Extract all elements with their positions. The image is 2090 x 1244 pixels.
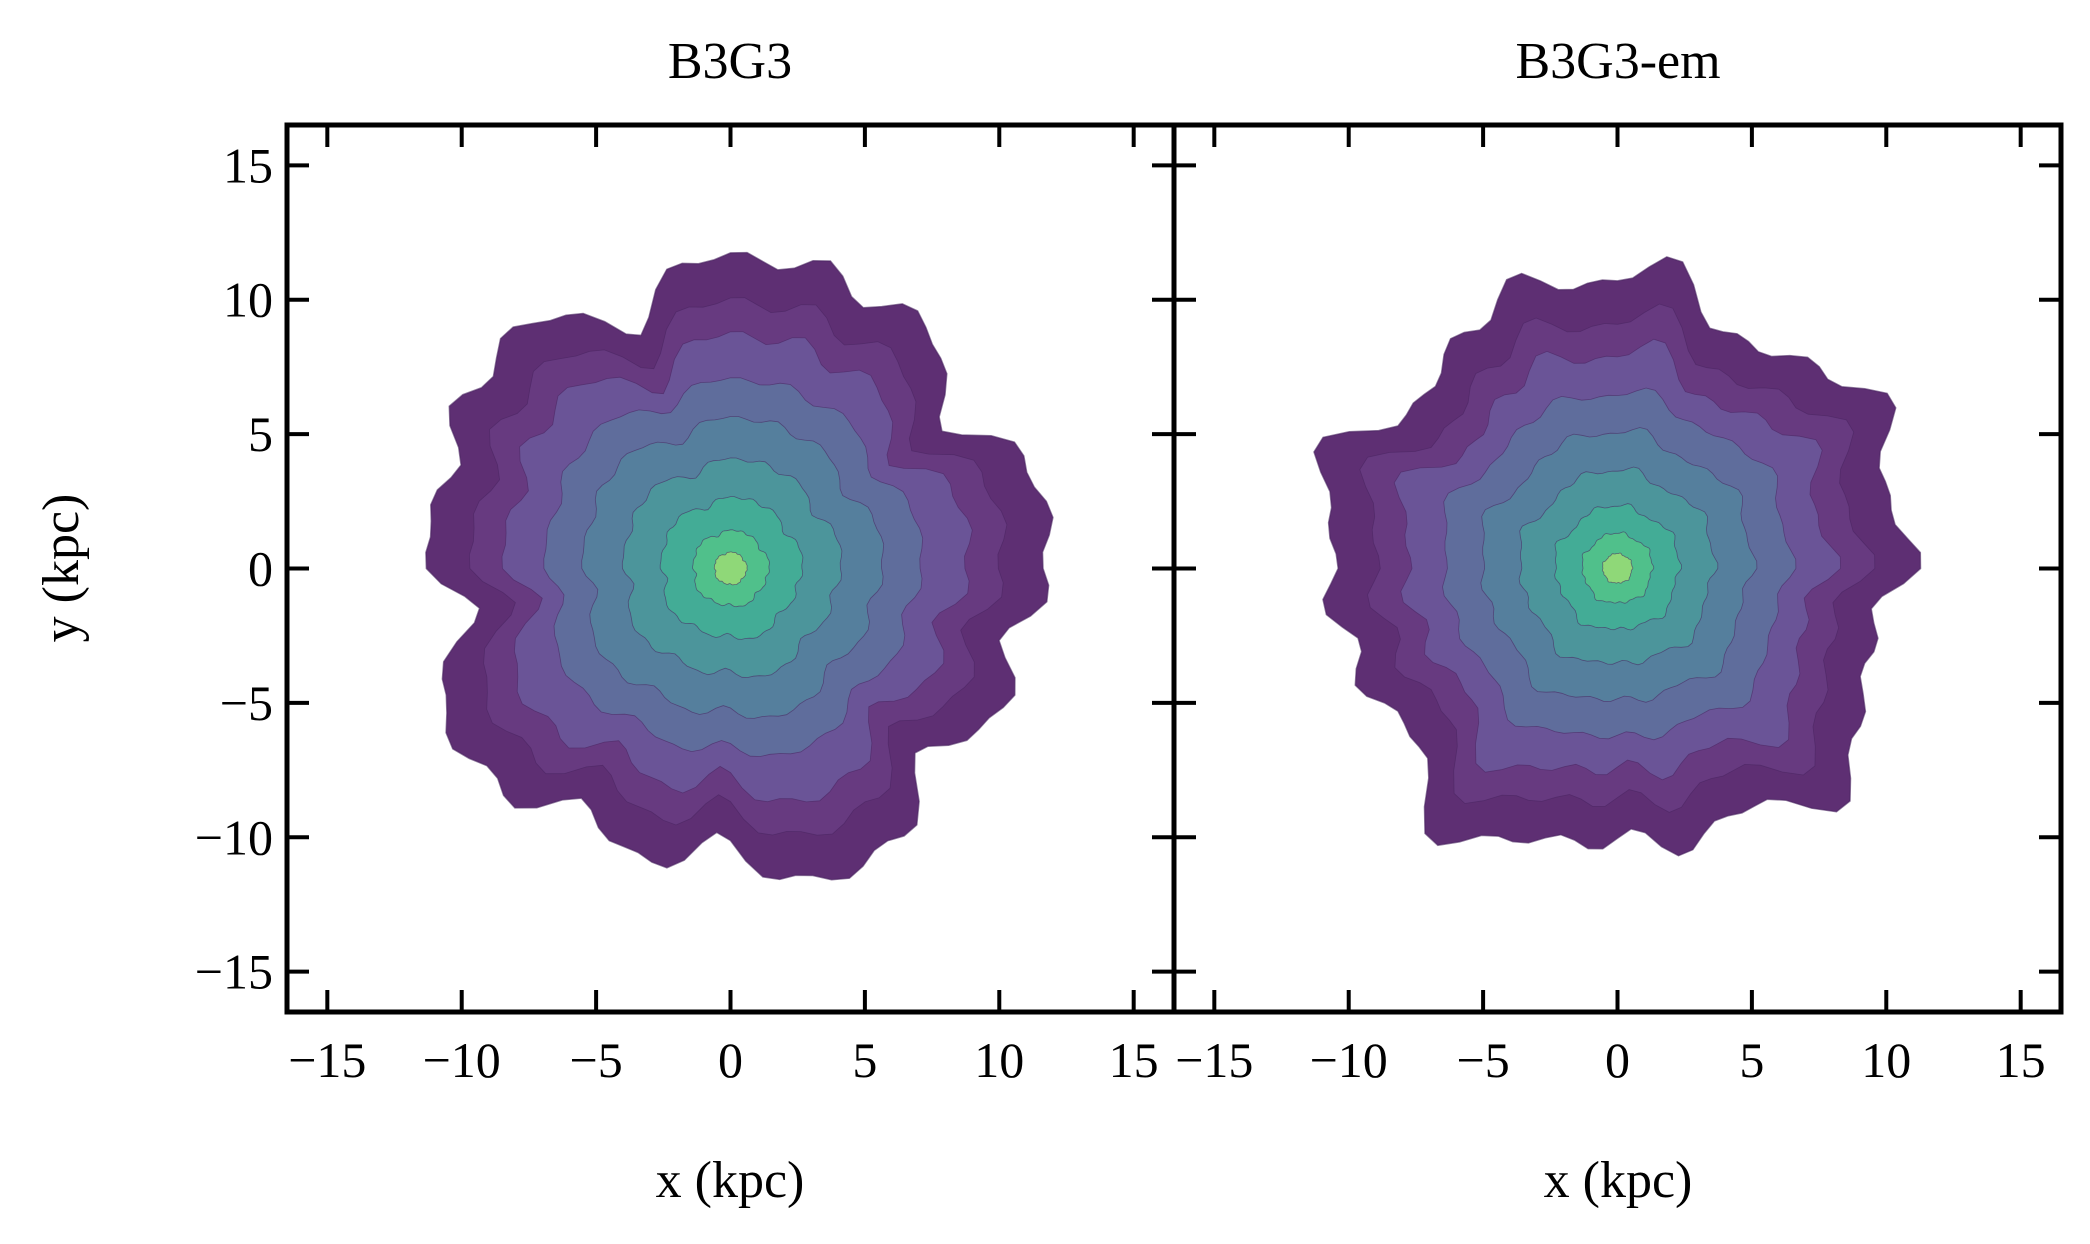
y-tick-label: 0 <box>248 541 273 597</box>
ticks-b3g3 <box>287 125 1174 1012</box>
x-tick-label: −5 <box>1457 1032 1510 1088</box>
y-tick-label: −10 <box>195 809 273 865</box>
axes-frame-b3g3-em <box>1171 122 2064 1015</box>
x-axis-label-b3g3: x (kpc) <box>656 1152 805 1209</box>
x-tick-label: 15 <box>1109 1032 1159 1088</box>
x-axis-label-b3g3-em: x (kpc) <box>1544 1152 1693 1209</box>
y-tick-label: −15 <box>195 944 273 1000</box>
panel-b3g3-em: B3G3-em −15 −10 −5 0 5 10 15 x (kpc) <box>1171 33 2064 1209</box>
contour-group-b3g3 <box>425 251 1054 881</box>
y-tick-label: 5 <box>248 406 273 462</box>
x-tick-label: −10 <box>1310 1032 1388 1088</box>
x-tick-label: 10 <box>974 1032 1024 1088</box>
x-tick-label: 0 <box>1605 1032 1630 1088</box>
y-tick-label: −5 <box>220 675 273 731</box>
x-tick-label: 10 <box>1861 1032 1911 1088</box>
contour-level-8 <box>1602 552 1634 584</box>
x-tick-label: −10 <box>423 1032 501 1088</box>
panel-b3g3: B3G3 −15 −10 −5 0 5 10 15 −15 −10 −5 0 5 10 15 x (kpc… <box>33 33 1177 1209</box>
x-tick-label: 5 <box>852 1032 877 1088</box>
tick-labels-b3g3-em: −15 −10 −5 0 5 10 15 <box>1175 1032 2045 1088</box>
contour-group-b3g3-em <box>1313 256 1922 857</box>
ticks-b3g3-em <box>1174 125 2061 1012</box>
y-tick-label: 15 <box>223 137 273 193</box>
x-tick-label: 0 <box>718 1032 743 1088</box>
y-tick-label: 10 <box>223 272 273 328</box>
y-axis-label: y (kpc) <box>33 494 90 643</box>
panel-title-b3g3-em: B3G3-em <box>1515 33 1720 90</box>
panel-title-b3g3: B3G3 <box>668 33 792 90</box>
contour-level-8 <box>713 551 748 586</box>
x-tick-label: 5 <box>1739 1032 1764 1088</box>
x-tick-label: −15 <box>1175 1032 1253 1088</box>
x-tick-label: −15 <box>288 1032 366 1088</box>
tick-labels-b3g3: −15 −10 −5 0 5 10 15 −15 −10 −5 0 5 10 15 <box>195 137 1159 1088</box>
x-tick-label: 15 <box>1996 1032 2046 1088</box>
x-tick-label: −5 <box>570 1032 623 1088</box>
